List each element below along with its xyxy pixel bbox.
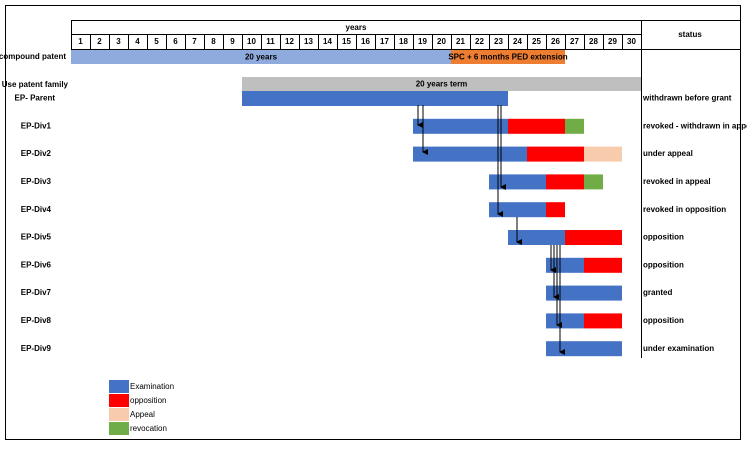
row-status: withdrawn before grant	[642, 94, 732, 103]
year-number: 30	[627, 37, 636, 46]
arrows	[418, 105, 560, 352]
status-label: status	[678, 30, 702, 39]
phase-bar	[565, 119, 584, 134]
year-number: 8	[211, 37, 216, 46]
row-status: revoked in appeal	[643, 177, 711, 186]
compound-bar-label: 20 years	[245, 53, 278, 62]
row-status: revoked in opposition	[643, 205, 726, 214]
year-number: 26	[551, 37, 560, 46]
row-status: granted	[643, 288, 672, 297]
year-number: 21	[456, 37, 465, 46]
year-number: 4	[135, 37, 140, 46]
phase-bar	[242, 91, 508, 106]
year-number: 15	[342, 37, 351, 46]
years-label: years	[346, 23, 367, 32]
year-number: 19	[418, 37, 427, 46]
row-label: EP-Div5	[21, 233, 52, 242]
row-status: opposition	[643, 316, 684, 325]
phase-bar	[546, 174, 584, 189]
phase-bar	[584, 174, 603, 189]
phase-bar	[584, 147, 622, 162]
year-number: 1	[78, 37, 83, 46]
year-number: 24	[513, 37, 522, 46]
year-number: 18	[399, 37, 408, 46]
legend-swatch	[109, 408, 129, 421]
row-label: EP-Div4	[21, 205, 52, 214]
year-number: 5	[154, 37, 159, 46]
phase-bar	[546, 313, 584, 328]
legend-label: Examination	[130, 382, 174, 391]
year-number: 16	[361, 37, 370, 46]
legend-swatch	[109, 380, 129, 393]
phase-bar	[413, 119, 508, 134]
phase-bar	[413, 147, 527, 162]
legend-swatch	[109, 422, 129, 435]
compound-label: compound patent	[0, 52, 66, 61]
row-label: EP-Div1	[21, 121, 52, 130]
legend-label: Appeal	[130, 410, 155, 419]
year-number: 27	[570, 37, 579, 46]
year-number: 7	[192, 37, 197, 46]
year-number: 28	[589, 37, 598, 46]
phase-bar	[546, 341, 622, 356]
legend-label: revocation	[130, 424, 167, 433]
row-status: opposition	[643, 233, 684, 242]
year-number: 25	[532, 37, 541, 46]
year-number: 17	[380, 37, 389, 46]
year-number: 2	[97, 37, 102, 46]
term-label: 20 years term	[416, 80, 468, 89]
row-label: EP- Parent	[15, 94, 56, 103]
year-number: 29	[608, 37, 617, 46]
row-status: revoked - withdrawn in appeal	[643, 121, 747, 130]
phase-bar	[546, 202, 565, 217]
year-number: 3	[116, 37, 121, 46]
legend-swatch	[109, 394, 129, 407]
phase-bar	[527, 147, 584, 162]
year-number: 11	[266, 37, 275, 46]
row-label: EP-Div8	[21, 316, 52, 325]
year-number: 10	[247, 37, 256, 46]
row-status: opposition	[643, 260, 684, 269]
compound-bar-label: SPC + 6 months PED extension	[448, 53, 567, 62]
year-number: 22	[475, 37, 484, 46]
year-number: 13	[304, 37, 313, 46]
row-label: EP-Div7	[21, 288, 52, 297]
family-label: Use patent family	[2, 80, 69, 89]
year-number: 20	[437, 37, 446, 46]
phase-bar	[508, 119, 565, 134]
year-number: 9	[230, 37, 235, 46]
year-number: 23	[494, 37, 503, 46]
year-number: 6	[173, 37, 178, 46]
row-status: under examination	[643, 344, 714, 353]
year-number: 14	[323, 37, 332, 46]
row-label: EP-Div3	[21, 177, 52, 186]
phase-bar	[546, 258, 584, 273]
row-label: EP-Div6	[21, 260, 52, 269]
row-status: under appeal	[643, 149, 693, 158]
row-label: EP-Div9	[21, 344, 52, 353]
year-number: 12	[285, 37, 294, 46]
phase-bar	[584, 258, 622, 273]
phase-bar	[584, 313, 622, 328]
row-label: EP-Div2	[21, 149, 52, 158]
phase-bar	[565, 230, 622, 245]
outer-border	[6, 6, 741, 440]
legend-label: opposition	[130, 396, 166, 405]
